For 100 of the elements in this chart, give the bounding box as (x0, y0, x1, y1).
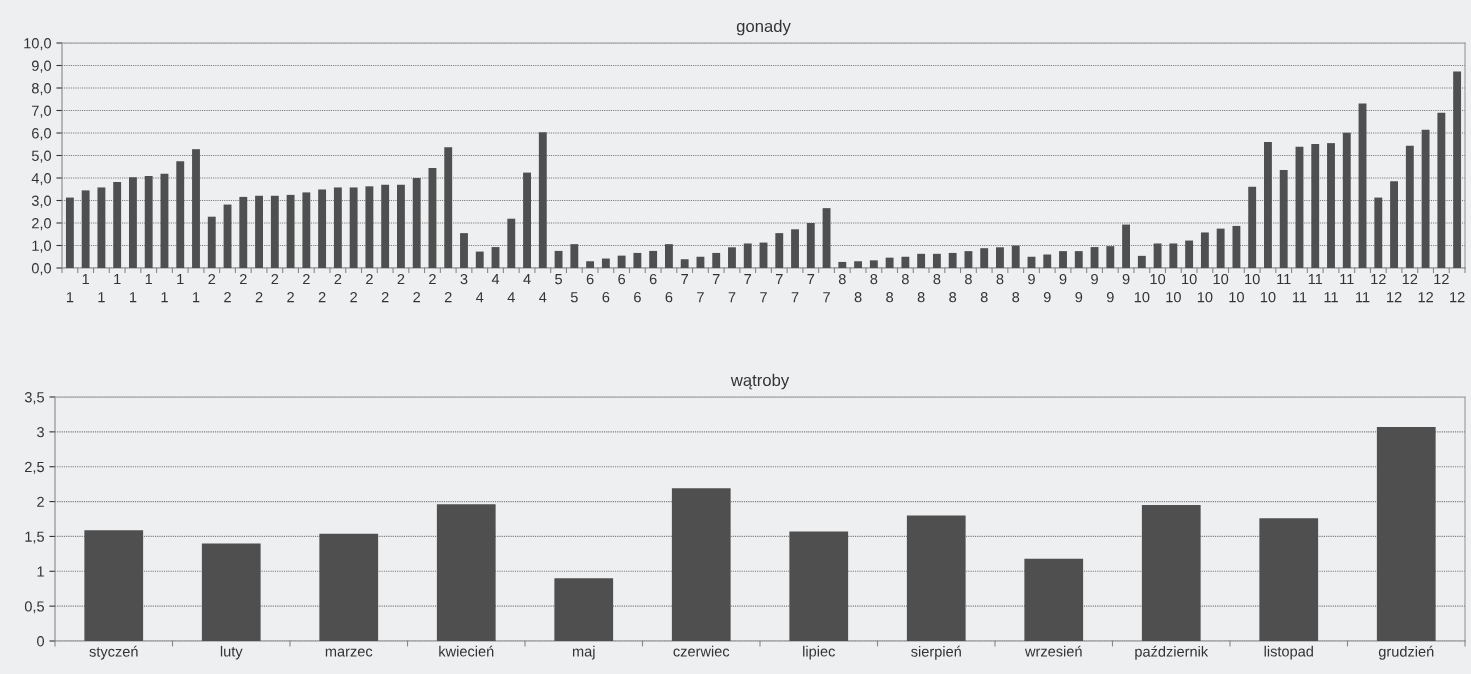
bar (633, 252, 642, 268)
bar (554, 250, 563, 268)
bar (412, 178, 421, 268)
bar (444, 147, 453, 268)
bar (1453, 71, 1462, 268)
x-tick-label: 2 (318, 292, 326, 303)
x-tick-label: 10 (1213, 273, 1229, 285)
bar (1259, 518, 1319, 641)
bar (333, 187, 342, 268)
x-tick-label: 9 (1028, 273, 1035, 285)
x-tick-label: 8 (901, 273, 909, 285)
x-tick-label: 12 (1450, 292, 1465, 303)
x-tick-label: 11 (1356, 292, 1370, 303)
bar (586, 261, 595, 268)
x-tick-label: 7 (744, 274, 752, 285)
bar (319, 533, 379, 641)
x-tick-label: 2 (208, 273, 216, 285)
bar (192, 149, 200, 268)
bar (617, 255, 626, 268)
x-tick-label: 1 (161, 292, 168, 303)
x-tick-label: 7 (712, 274, 720, 285)
bar (1279, 169, 1288, 268)
bar (664, 244, 673, 268)
y-tick-label: 1,5 (25, 531, 44, 544)
x-tick-label: 2 (350, 292, 357, 303)
x-tick-label: 7 (760, 292, 767, 303)
x-tick-label: maj (572, 645, 595, 660)
x-tick-label: 4 (476, 292, 484, 303)
bar (113, 182, 122, 268)
x-tick-label: 11 (1308, 274, 1323, 285)
x-tick-label: 2 (239, 273, 247, 285)
x-tick-label: 2 (366, 273, 373, 285)
y-tick-label: 2,5 (25, 461, 44, 474)
y-tick-label: 3,0 (31, 195, 52, 208)
bar (789, 531, 849, 641)
x-tick-label: 1 (82, 274, 89, 285)
bar (775, 233, 784, 268)
x-tick-label: 1 (114, 274, 121, 285)
bar (649, 250, 658, 268)
bar (176, 161, 185, 268)
x-tick-label: 10 (1229, 292, 1244, 303)
bar (65, 197, 74, 268)
bar (1405, 145, 1414, 268)
bar (980, 248, 989, 268)
x-tick-label: 9 (1043, 292, 1051, 303)
y-tick-label: 2 (37, 496, 44, 507)
x-tick-label: 2 (255, 292, 263, 303)
x-tick-label: 9 (1075, 292, 1083, 303)
bar (712, 252, 721, 268)
x-tick-label: 2 (444, 292, 452, 303)
y-tick-label: 8,0 (31, 83, 52, 96)
chart-title: gonady (736, 19, 791, 36)
bar (318, 189, 327, 268)
x-tick-label: 5 (570, 292, 578, 303)
bar (932, 253, 941, 268)
x-tick-label: 12 (1402, 273, 1418, 285)
bar (1376, 426, 1436, 641)
y-tick-label: 3,5 (24, 392, 44, 405)
y-tick-label: 9,0 (32, 60, 52, 73)
bar (365, 186, 374, 268)
x-tick-label: 8 (838, 273, 846, 285)
bar (854, 261, 863, 268)
x-tick-label: 7 (823, 292, 830, 303)
bar (302, 192, 311, 268)
x-tick-label: 10 (1182, 273, 1197, 285)
bar (1311, 144, 1320, 268)
x-tick-label: 4 (523, 274, 531, 285)
bar (1374, 197, 1383, 268)
bar (948, 252, 957, 268)
y-tick-label: 1 (37, 566, 44, 577)
bar (1024, 558, 1084, 641)
x-tick-label: 8 (870, 273, 878, 285)
x-tick-label: 1 (98, 292, 105, 303)
x-tick-label: 4 (507, 292, 515, 303)
x-tick-label: 10 (1245, 273, 1260, 285)
x-tick-label: 6 (649, 273, 657, 285)
x-tick-label: 10 (1260, 292, 1276, 303)
x-tick-label: 6 (618, 273, 626, 285)
bar (349, 187, 358, 268)
x-tick-label: 2 (429, 273, 436, 285)
bar (554, 578, 614, 641)
x-tick-label: 9 (1091, 273, 1098, 285)
bar (1232, 225, 1241, 268)
x-tick-label: 12 (1418, 292, 1433, 303)
x-tick-label: 5 (555, 274, 563, 285)
x-tick-label: lipiec (803, 645, 835, 660)
bar (1153, 243, 1162, 268)
bar (1122, 224, 1131, 268)
x-tick-label: 8 (996, 273, 1004, 285)
bar (507, 218, 516, 268)
x-tick-label: sierpień (911, 645, 961, 660)
x-tick-label: 9 (1059, 273, 1067, 285)
x-tick-label: 9 (1106, 292, 1114, 303)
bar (1074, 251, 1083, 268)
x-tick-label: 1 (145, 274, 153, 285)
bar (207, 216, 216, 268)
bar (255, 195, 263, 268)
bar (680, 259, 689, 268)
x-tick-label: 8 (1012, 292, 1020, 303)
x-tick-label: 10 (1166, 292, 1181, 303)
